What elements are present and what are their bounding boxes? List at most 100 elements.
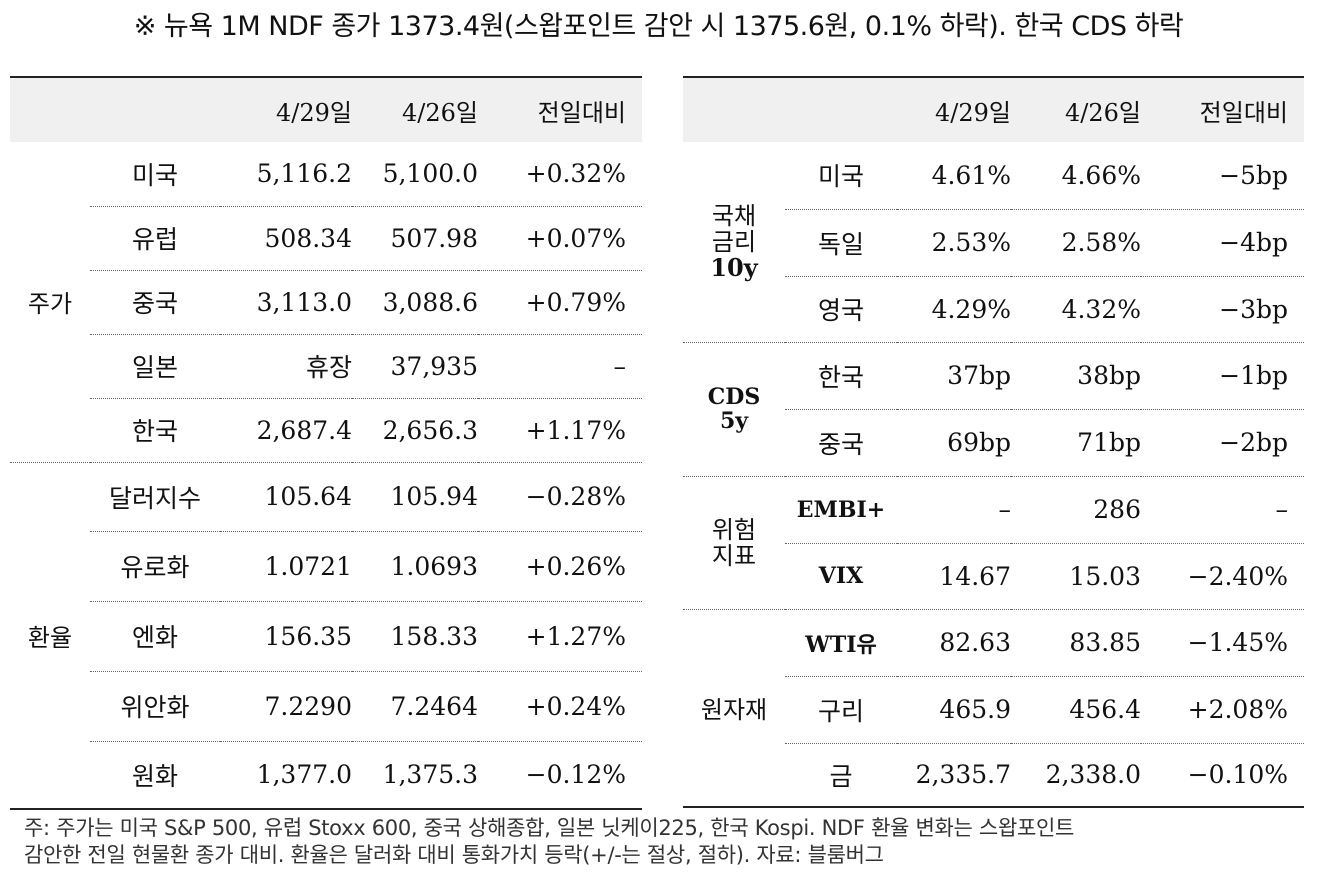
group-label-line: 국채 <box>711 201 757 230</box>
row-change: −1bp <box>1141 342 1304 410</box>
row-name: 달러지수 <box>90 462 220 532</box>
row-value-prev: 2,656.3 <box>352 398 478 463</box>
left-header-row: 4/29일 4/26일 전일대비 <box>10 77 642 142</box>
row-value-today: 4.61% <box>897 142 1011 210</box>
row-value-today: 1,377.0 <box>256 760 352 790</box>
row-change: −0.10% <box>1187 760 1288 790</box>
group-label-line: 위험 <box>711 515 757 544</box>
row-value-prev: 456.4 <box>1011 676 1141 744</box>
row-change: −2bp <box>1141 409 1304 477</box>
row-change: – <box>478 334 642 399</box>
group-label-line: 지표 <box>711 541 757 570</box>
group-label-cds: CDS 5y <box>683 342 785 477</box>
table-row: 원자재 WTI유 82.63 83.85 −1.45% <box>683 609 1304 724</box>
header-date-prev: 4/26일 <box>352 77 478 142</box>
row-value-prev: 7.2464 <box>352 671 478 742</box>
header-cell <box>683 77 785 142</box>
row-value-prev: 286 <box>1011 476 1141 544</box>
header-cell <box>10 77 90 142</box>
row-name: 일본 <box>90 334 220 399</box>
table-row: 중국 69bp 71bp −2bp <box>683 409 1304 477</box>
row-value-prev: 83.85 <box>1011 609 1141 677</box>
page-title: ※ 뉴욕 1M NDF 종가 1373.4원(스왑포인트 감안 시 1375.6… <box>133 11 1184 42</box>
row-change: +0.07% <box>478 206 642 271</box>
row-change: – <box>1141 476 1304 544</box>
footnote-line: 감안한 전일 현물환 종가 대비. 환율은 달러화 대비 통화가치 등락(+/-… <box>24 843 884 867</box>
row-value-prev: 1.0693 <box>352 531 478 602</box>
table-row: 위험 지표 EMBI+ – 286 – <box>683 476 1304 610</box>
right-header-row: 4/29일 4/26일 전일대비 <box>683 77 1304 142</box>
table-row: 유로화 1.0721 1.0693 +0.26% <box>10 531 642 602</box>
table-row: 일본 휴장 37,935 – <box>10 334 642 399</box>
table-row: 엔화 156.35 158.33 +1.27% <box>10 601 642 672</box>
group-label-bond-yield: 국채 금리 10y <box>683 142 785 343</box>
row-name: WTI유 <box>785 609 897 677</box>
row-value-today: 휴장 <box>220 334 352 399</box>
row-change: −3bp <box>1141 276 1304 343</box>
row-name: 원화 <box>131 761 178 791</box>
row-name: 미국 <box>90 142 220 207</box>
header-cell <box>785 77 897 142</box>
table-row: 한국 2,687.4 2,656.3 +1.17% <box>10 398 642 463</box>
row-value-today: 2.53% <box>897 209 1011 277</box>
row-name: VIX <box>785 543 897 610</box>
group-label-line: 10y <box>710 252 758 282</box>
group-label-commodities: 원자재 <box>700 696 768 725</box>
row-value-today: 14.67 <box>897 543 1011 610</box>
table-row: 영국 4.29% 4.32% −3bp <box>683 276 1304 343</box>
right-market-table: 4/29일 4/26일 전일대비 국채 금리 10y 미국 4.61% 4.66… <box>683 76 1304 808</box>
row-value-today: 82.63 <box>897 609 1011 677</box>
row-value-today: 2,687.4 <box>220 398 352 463</box>
row-value-prev: 2.58% <box>1011 209 1141 277</box>
table-row: 국채 금리 10y 미국 4.61% 4.66% −5bp <box>683 142 1304 343</box>
row-name: 독일 <box>785 209 897 277</box>
row-change: +0.32% <box>478 142 642 207</box>
row-name: 영국 <box>785 276 897 343</box>
row-value-today: 4.29% <box>897 276 1011 343</box>
row-change: −0.12% <box>525 760 626 790</box>
table-row: 유럽 508.34 507.98 +0.07% <box>10 206 642 271</box>
row-value-prev: 37,935 <box>352 334 478 399</box>
left-market-table: 4/29일 4/26일 전일대비 주가 미국 5,116.2 5,100.0 +… <box>10 76 642 810</box>
group-label-risk: 위험 지표 <box>683 476 785 610</box>
row-value-prev: 5,100.0 <box>352 142 478 207</box>
row-name: 위안화 <box>90 671 220 742</box>
row-change: +0.24% <box>478 671 642 742</box>
table-row: 주가 미국 5,116.2 5,100.0 +0.32% <box>10 142 642 463</box>
row-name: 엔화 <box>90 601 220 672</box>
row-value-prev: 507.98 <box>352 206 478 271</box>
table-row: CDS 5y 한국 37bp 38bp −1bp <box>683 342 1304 477</box>
group-label-line: CDS <box>707 384 761 410</box>
header-date-today: 4/29일 <box>897 77 1011 142</box>
row-value-today: 465.9 <box>897 676 1011 744</box>
row-change: −1.45% <box>1141 609 1304 677</box>
row-value-today: 7.2290 <box>220 671 352 742</box>
row-value-today: 69bp <box>897 409 1011 477</box>
table-row: 위안화 7.2290 7.2464 +0.24% <box>10 671 642 742</box>
footnote: 주: 주가는 미국 S&P 500, 유럽 Stoxx 600, 중국 상해종합… <box>24 815 1304 869</box>
group-label-line: 금리 <box>711 227 757 256</box>
row-value-prev: 1,375.3 <box>382 760 478 790</box>
header-change: 전일대비 <box>1141 77 1304 142</box>
group-label-stocks: 주가 <box>10 142 90 463</box>
row-name: 금 <box>829 761 853 791</box>
row-value-today: 508.34 <box>220 206 352 271</box>
footnote-line: 주: 주가는 미국 S&P 500, 유럽 Stoxx 600, 중국 상해종합… <box>24 816 1075 840</box>
group-label-line: 5y <box>719 408 749 434</box>
header-change: 전일대비 <box>478 77 642 142</box>
row-value-prev: 105.94 <box>352 462 478 532</box>
row-change: −4bp <box>1141 209 1304 277</box>
row-value-today: 1.0721 <box>220 531 352 602</box>
table-row: VIX 14.67 15.03 −2.40% <box>683 543 1304 610</box>
row-value-prev: 15.03 <box>1011 543 1141 610</box>
row-name: 한국 <box>785 342 897 410</box>
table-row: 중국 3,113.0 3,088.6 +0.79% <box>10 270 642 335</box>
row-name: 유로화 <box>90 531 220 602</box>
row-change: +1.17% <box>478 398 642 463</box>
row-value-prev: 4.66% <box>1011 142 1141 210</box>
row-value-today: 156.35 <box>220 601 352 672</box>
row-change: +0.26% <box>478 531 642 602</box>
row-value-today: – <box>897 476 1011 544</box>
row-value-prev: 38bp <box>1011 342 1141 410</box>
row-value-today: 3,113.0 <box>220 270 352 335</box>
